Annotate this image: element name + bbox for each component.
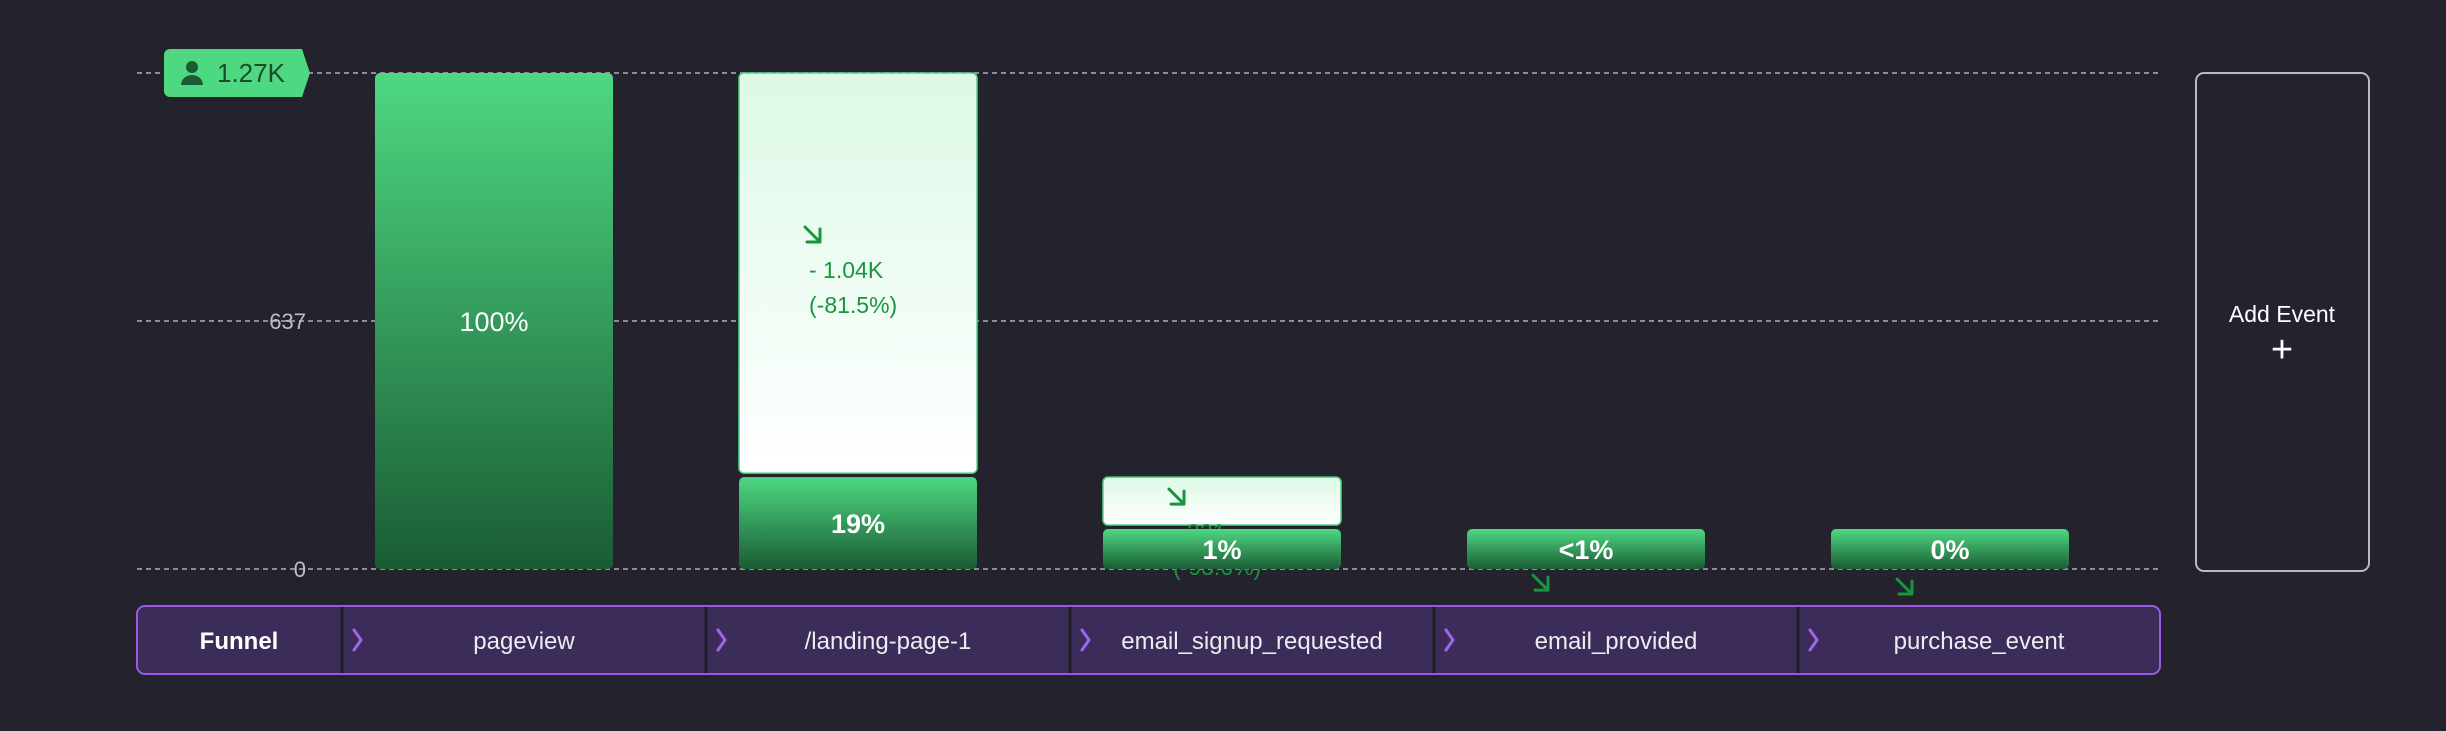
arrow-down-right-icon: [803, 225, 822, 244]
arrow-shaft: [803, 225, 821, 243]
chevron-right-icon-path: [716, 628, 727, 652]
chevron-right-icon-path: [1080, 628, 1091, 652]
funnel-bar-email-provided[interactable]: [1467, 529, 1705, 569]
funnel-bar-purchase-event[interactable]: [1831, 529, 2069, 569]
funnel-step-label[interactable]: email_signup_requested: [1121, 628, 1383, 655]
conversion-label: <1%: [1559, 535, 1614, 565]
user-icon: [181, 61, 203, 85]
badge-count: 1.27K: [217, 58, 286, 88]
chevron-right-icon-path: [1808, 628, 1819, 652]
conversion-label: 100%: [459, 307, 528, 337]
chevron-right-icon: [1444, 628, 1455, 652]
conversion-label: 1%: [1202, 535, 1241, 565]
chevron-right-icon-path: [1444, 628, 1455, 652]
conversion-label: 19%: [831, 509, 885, 539]
chevron-right-icon: [1080, 628, 1091, 652]
add-event-box[interactable]: [2195, 72, 2370, 572]
plus-icon[interactable]: +: [2271, 329, 2293, 371]
conversion-label: 0%: [1930, 535, 1969, 565]
chevron-right-icon: [352, 628, 363, 652]
chevron-right-icon: [716, 628, 727, 652]
funnel-steps-bar: [136, 605, 2161, 675]
chevron-right-icon-path: [352, 628, 363, 652]
arrow-down-right-icon: [1167, 487, 1186, 506]
funnel-step-label[interactable]: /landing-page-1: [805, 628, 972, 655]
dropoff-box[interactable]: [1102, 476, 1342, 526]
arrow-shaft: [1167, 487, 1185, 505]
dropoff-box[interactable]: [738, 72, 978, 474]
dropoff-percent: (-81.5%): [809, 292, 897, 318]
chevron-right-icon: [1808, 628, 1819, 652]
funnel-step-label[interactable]: purchase_event: [1894, 628, 2065, 655]
arrow-head: [1533, 575, 1550, 592]
arrow-shaft: [1895, 577, 1913, 595]
funnel-step-label[interactable]: pageview: [473, 628, 575, 655]
user-icon-head: [186, 61, 198, 73]
funnel-bar-landing-page-1[interactable]: [739, 477, 977, 569]
user-icon-body: [181, 75, 203, 85]
user-count-badge: 1.27K: [164, 49, 310, 97]
arrow-down-right-icon: [1895, 577, 1914, 596]
y-tick-label: 637: [269, 309, 306, 334]
arrow-head: [1897, 579, 1914, 596]
arrow-head: [1169, 489, 1186, 506]
arrow-down-right-icon: [1531, 573, 1550, 592]
add-event-button[interactable]: Add Event+: [2195, 72, 2370, 572]
arrow-head: [805, 227, 822, 244]
funnel-bar-pageview[interactable]: [375, 73, 613, 569]
y-tick-label: 0: [294, 557, 306, 582]
add-event-label[interactable]: Add Event: [2229, 301, 2336, 327]
funnel-bar-email-signup-requested[interactable]: [1103, 529, 1341, 569]
funnel-title: Funnel: [200, 628, 279, 655]
arrow-shaft: [1531, 573, 1549, 591]
funnel-step-label[interactable]: email_provided: [1535, 628, 1698, 655]
dropoff-count: - 1.04K: [809, 257, 884, 283]
